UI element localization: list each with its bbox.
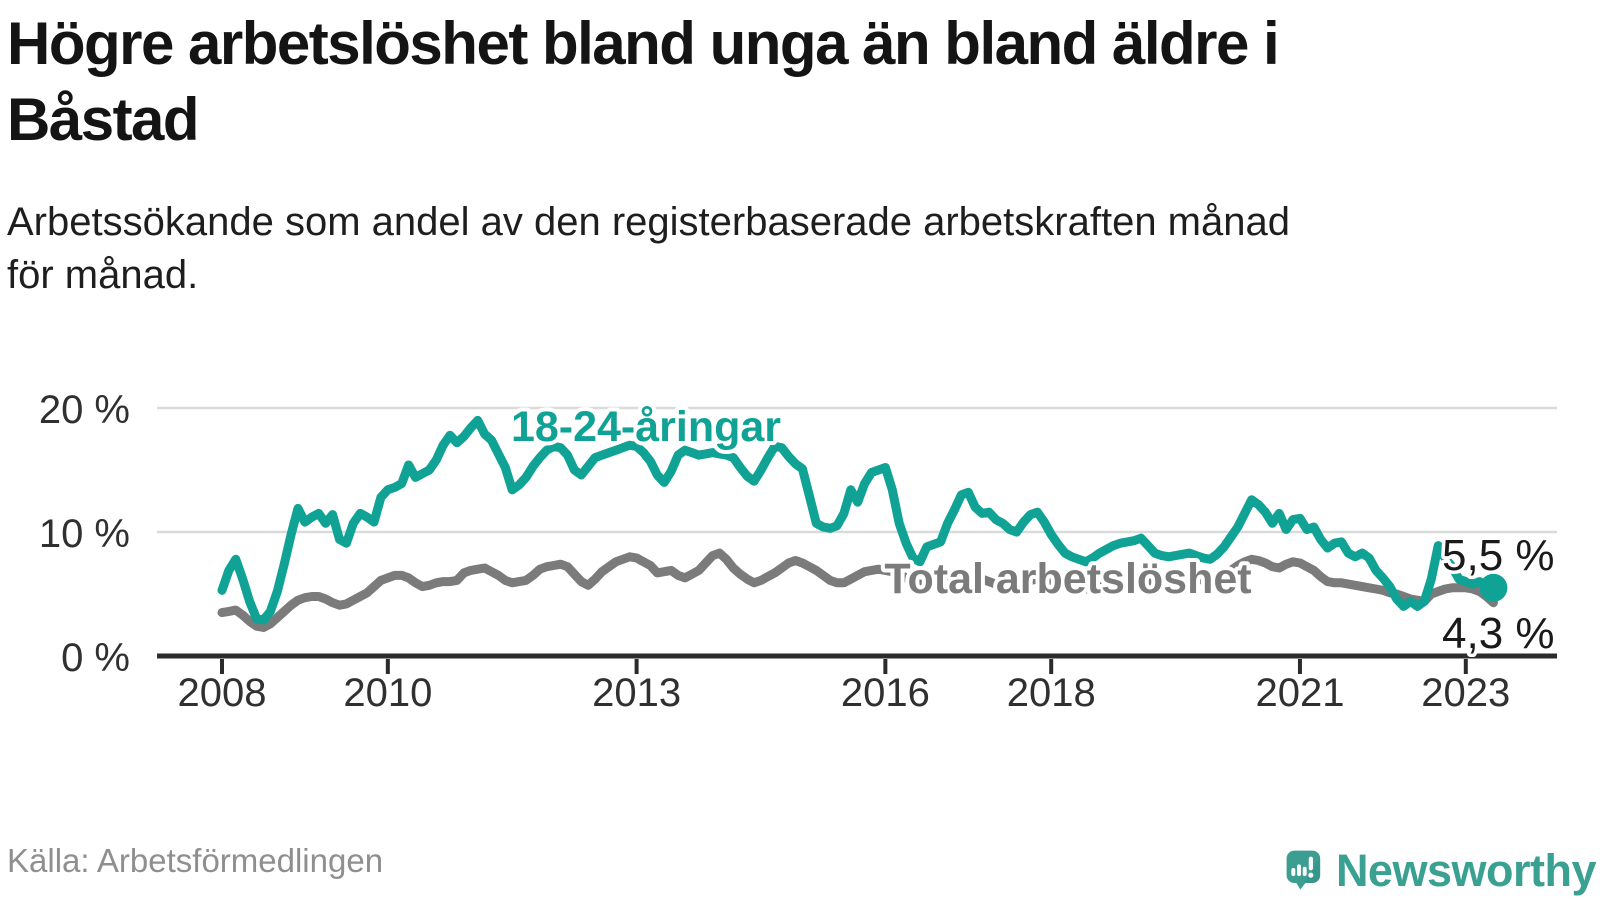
- end-value-label-total: 4,3 %: [1442, 609, 1555, 658]
- page-title-line-2: Båstad: [7, 86, 200, 153]
- x-tick-label-2010: 2010: [343, 671, 432, 715]
- series-label-total: Total arbetslöshet: [884, 555, 1251, 603]
- series-label-youth: 18-24-åringar: [511, 403, 781, 451]
- x-tick-label-2013: 2013: [592, 671, 681, 715]
- x-tick-label-2008: 2008: [178, 671, 267, 715]
- page-title-line-1: Högre arbetslöshet bland unga än bland ä…: [7, 10, 1280, 77]
- speech-bubble-bar-chart-icon: [1286, 850, 1321, 890]
- y-tick-label-0: 0 %: [61, 636, 130, 680]
- end-value-label-youth: 5,5 %: [1442, 531, 1555, 580]
- series-line-total: [217, 548, 1498, 632]
- y-tick-label-10: 10 %: [39, 512, 130, 556]
- chart-subtitle-line-1: Arbetssökande som andel av den registerb…: [7, 200, 1290, 244]
- source-note: Källa: Arbetsförmedlingen: [7, 842, 384, 879]
- x-tick-label-2016: 2016: [841, 671, 930, 715]
- series-end-dot: [1479, 573, 1508, 602]
- y-tick-label-20: 20 %: [39, 388, 130, 432]
- series-line-youth: [217, 415, 1498, 625]
- brand-name: Newsworthy: [1335, 845, 1597, 896]
- chart-subtitle: Arbetssökande som andel av den registerb…: [7, 196, 1592, 302]
- x-tick-label-2018: 2018: [1007, 671, 1096, 715]
- x-tick-label-2023: 2023: [1421, 671, 1510, 715]
- newsworthy-logo: Newsworthy: [1286, 836, 1597, 900]
- chart-subtitle-line-2: för månad.: [7, 253, 199, 297]
- x-tick-label-2021: 2021: [1255, 671, 1344, 715]
- page-title: Högre arbetslöshet bland unga än bland ä…: [7, 6, 1592, 158]
